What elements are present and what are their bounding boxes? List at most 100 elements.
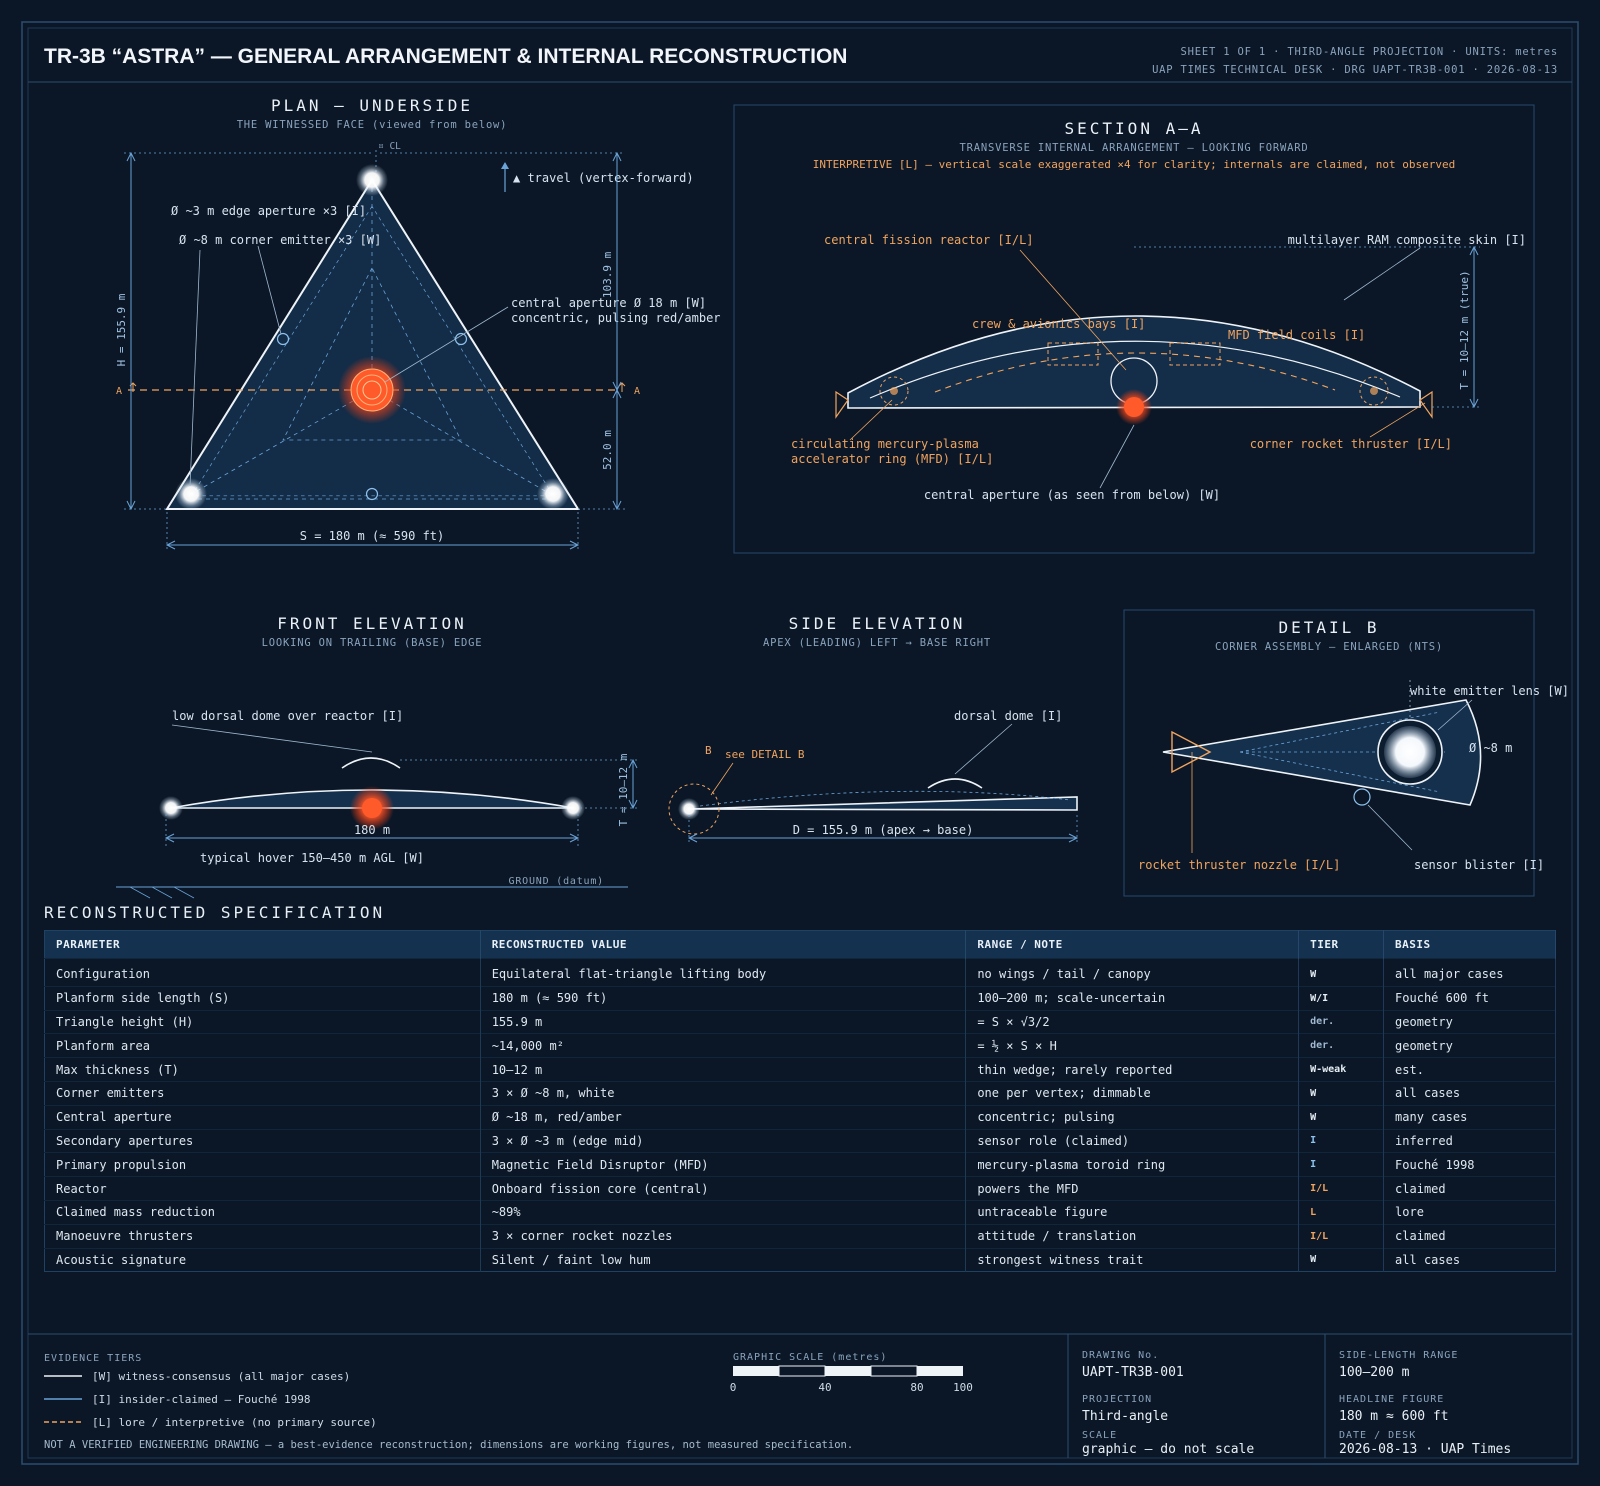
drawing-no-label: DRAWING No. [1082,1350,1159,1361]
date-value: 2026-08-13 · UAP Times [1339,1442,1511,1457]
central-aperture-leader [384,306,509,383]
front-subtitle: LOOKING ON TRAILING (BASE) EDGE [262,637,483,649]
see-detail-b: see DETAIL B [725,748,805,761]
tier-i-label: [I] insider-claimed — Fouché 1998 [92,1393,311,1406]
ring-leader [849,399,893,441]
table-row: Acoustic signature Silent / faint low hum… [44,1247,1556,1272]
table-row: Claimed mass reduction ~89% untraceable fi… [44,1199,1556,1225]
cell-note: strongest witness trait [965,1247,1300,1272]
cell-note: thin wedge; rarely reported [965,1057,1300,1082]
thruster-right [1419,390,1433,419]
crew-bay-left [1047,342,1099,366]
table-row: Triangle height (H) 155.9 m = S × √3/2 der.… [44,1009,1556,1034]
corner-emitter-label: Ø ~8 m corner emitter ×3 [W] [179,233,381,247]
mfd-ring-left [879,376,909,406]
cell-note: = ½ × S × H [965,1033,1300,1058]
col-note: RANGE / NOTE [965,930,1300,959]
section-frame [733,104,1535,554]
cell-basis: all major cases [1383,958,1556,987]
section-label-left: A [116,386,122,397]
cell-value: ~89% [480,1199,967,1225]
scale-seg-5 [917,1366,963,1376]
table-row: Max thickness (T) 10–12 m thin wedge; rare… [44,1057,1556,1082]
section-label-right: A [634,386,640,397]
section-inner-skin [869,340,1401,399]
cell-param: Manoeuvre thrusters [44,1223,481,1249]
cell-param: Secondary apertures [44,1128,481,1153]
front-dome-leader [171,724,373,753]
cell-note: attitude / translation [965,1223,1300,1249]
scale-seg-4 [870,1365,918,1377]
cell-param: Max thickness (T) [44,1057,481,1082]
range-value: 100–200 m [1339,1365,1410,1380]
detail-title: DETAIL B [1278,618,1379,637]
lens-leader [1437,699,1473,731]
side-dome-label: dorsal dome [I] [954,709,1062,723]
table-row: Configuration Equilateral flat-triangle l… [44,958,1556,987]
cell-param: Configuration [44,958,481,987]
cell-basis: many cases [1383,1104,1556,1130]
central-aperture-label-1: central aperture Ø 18 m [W] [511,296,706,310]
cell-param: Acoustic signature [44,1247,481,1272]
corner-emitter-apex [356,164,388,196]
ring-label-1: circulating mercury-plasma [791,437,979,451]
corner-emitter-leader [189,249,201,487]
side-len-arrows [687,833,1079,843]
section-title: SECTION A–A [1065,119,1204,138]
front-elevation: FRONT ELEVATION LOOKING ON TRAILING (BAS… [116,614,640,899]
cell-tier: der. [1298,1009,1385,1034]
edge-aperture-leader [257,245,282,335]
hover-label: typical hover 150–450 m AGL [W] [200,851,424,865]
cell-note: concentric; pulsing [965,1104,1300,1130]
header-meta-1: SHEET 1 OF 1 · THIRD-ANGLE PROJECTION · … [1181,46,1558,58]
front-emitter-right [561,796,585,820]
cell-basis: Fouché 1998 [1383,1152,1556,1177]
travel-label: ▲ travel (vertex-forward) [513,171,694,185]
scale-bar [733,1365,963,1377]
header-meta-2: UAP TIMES TECHNICAL DESK · DRG UAPT-TR3B… [1152,64,1558,76]
side-apex-emitter [678,798,700,820]
section-subtitle: TRANSVERSE INTERNAL ARRANGEMENT — LOOKIN… [960,142,1309,154]
cell-value: 155.9 m [480,1009,967,1034]
cell-basis: geometry [1383,1033,1556,1058]
cell-tier: W-weak [1298,1057,1385,1082]
cell-value: 3 × Ø ~3 m (edge mid) [480,1128,967,1153]
edge-aperture-base [365,487,379,501]
cell-param: Triangle height (H) [44,1009,481,1034]
thruster-label: corner rocket thruster [I/L] [1250,437,1452,451]
central-aperture-ring-1 [356,374,388,406]
cell-note: 100–200 m; scale-uncertain [965,985,1300,1011]
cell-tier: W/I [1298,985,1385,1011]
cell-value: Ø ~18 m, red/amber [480,1104,967,1130]
front-span-label: 180 m [354,823,390,837]
s-dim-arrows [165,540,580,550]
table-row: Central aperture Ø ~18 m, red/amber concen… [44,1104,1556,1130]
lens-diameter-label: Ø ~8 m [1469,741,1512,755]
side-dome [927,778,983,789]
scale-seg-2 [778,1365,826,1377]
cell-value: Equilateral flat-triangle lifting body [480,958,967,987]
sensor-leader [1367,804,1413,851]
cell-tier: L [1298,1199,1385,1225]
col-basis: BASIS [1383,930,1556,959]
side-title: SIDE ELEVATION [789,614,966,633]
side-dome-leader [954,723,1013,775]
side-subtitle: APEX (LEADING) LEFT → BASE RIGHT [763,637,991,649]
plan-view: PLAN — UNDERSIDE THE WITNESSED FACE (vie… [115,96,721,552]
right-dim-arrows [612,151,622,511]
scale-seg-3 [825,1366,871,1376]
mfd-coil-line [934,352,1336,393]
crew-bay-right [1169,342,1221,366]
radial-line-left [189,389,373,496]
detail-sensor-blister [1353,788,1371,806]
ring-label-2: accelerator ring (MFD) [I/L] [791,452,993,466]
front-thickness-label: T ≈ 10–12 m [617,753,630,826]
lens-label: white emitter lens [W] [1410,684,1569,698]
front-thk-arrows [628,758,638,810]
cell-value: 3 × corner rocket nozzles [480,1223,967,1249]
table-row: Manoeuvre thrusters 3 × corner rocket noz… [44,1223,1556,1249]
aperture-label: central aperture (as seen from below) [W… [924,488,1220,502]
cell-tier: W [1298,1247,1385,1272]
sheet-border [21,21,1579,1465]
